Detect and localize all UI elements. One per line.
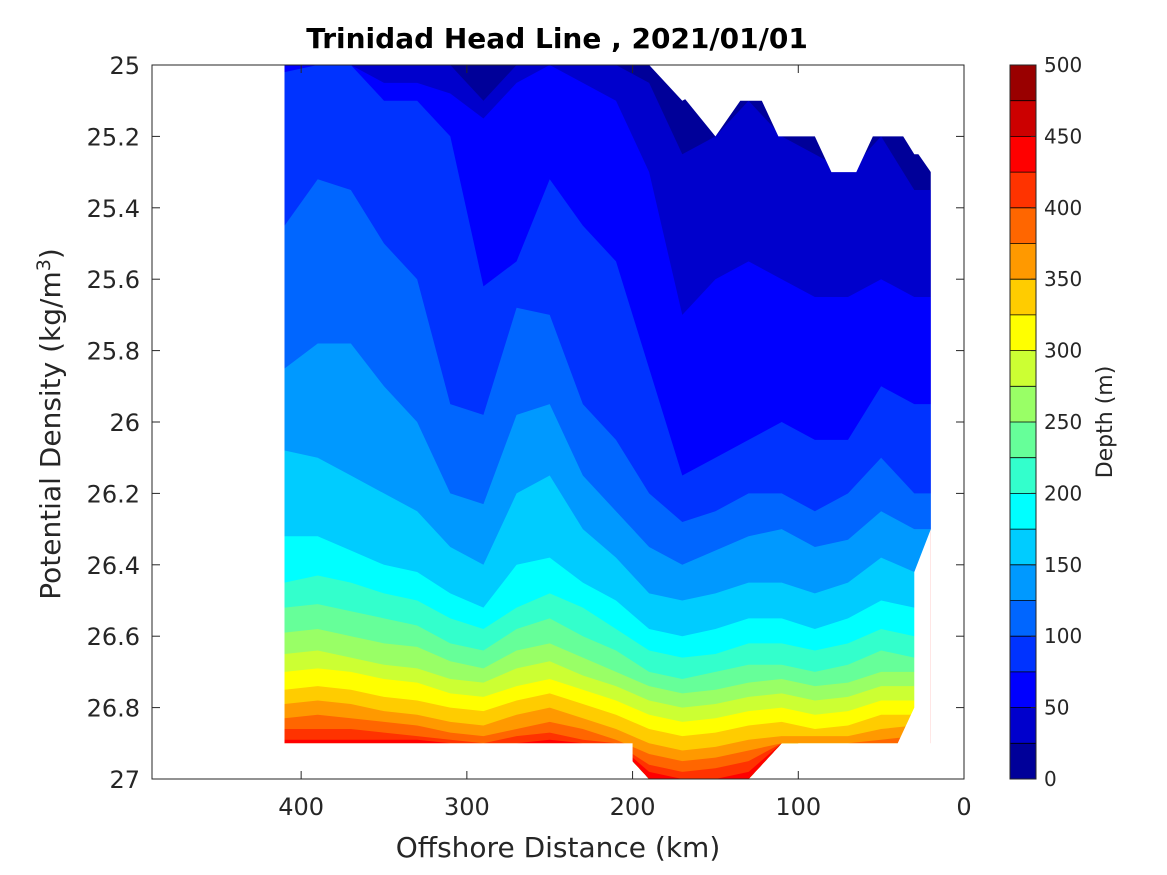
colorbar-swatch: [1010, 671, 1036, 708]
colorbar-tick-label: 0: [1044, 767, 1057, 791]
colorbar-swatch: [1010, 279, 1036, 315]
y-tick-label: 25.6: [87, 266, 140, 294]
colorbar-tick-label: 450: [1044, 124, 1082, 148]
y-tick-label: 26.6: [87, 623, 140, 651]
contour-band-13: [284, 529, 931, 779]
y-tick-label: 25.2: [87, 123, 140, 151]
y-tick-label: 25: [109, 52, 140, 80]
y-axis-label-superscript: 3: [33, 259, 55, 271]
colorbar-swatch: [1010, 386, 1036, 422]
contour-fill-layer: [284, 65, 964, 780]
x-axis: 400 300 200 100 0: [278, 65, 972, 821]
colorbar-tick-label: 350: [1044, 267, 1082, 291]
colorbar-tick-label: 300: [1044, 339, 1082, 363]
x-tick-label: 200: [610, 793, 656, 821]
y-tick-label: 25.8: [87, 338, 140, 366]
colorbar-swatch: [1010, 457, 1036, 494]
colorbar-swatch: [1010, 172, 1036, 208]
contour-band-14: [284, 529, 931, 779]
colorbar-tick-label: 150: [1044, 553, 1082, 577]
y-tick-label: 26.2: [87, 480, 140, 508]
colorbar-tick-label: 400: [1044, 196, 1082, 220]
y-tick-label: 26: [109, 409, 140, 437]
missing-data-region: [798, 743, 931, 779]
colorbar-swatch: [1010, 707, 1036, 744]
x-axis-label: Offshore Distance (km): [396, 831, 721, 864]
colorbar-swatch: [1010, 636, 1036, 672]
missing-data-region: [897, 529, 931, 779]
colorbar-swatch: [1010, 493, 1036, 530]
colorbar-tick-label: 250: [1044, 410, 1082, 434]
x-tick-label: 0: [956, 793, 971, 821]
x-tick-label: 400: [278, 793, 324, 821]
colorbar-swatch: [1010, 564, 1036, 601]
colorbar-swatch: [1010, 136, 1036, 173]
y-tick-label: 25.4: [87, 195, 140, 223]
chart-title: Trinidad Head Line , 2021/01/01: [306, 22, 808, 55]
missing-data-region: [657, 65, 964, 173]
plot-area: 400 300 200 100 0 25 25.2 25.4 25.6 25.8 26 26.2 26…: [87, 52, 972, 821]
colorbar-swatch: [1010, 350, 1036, 387]
colorbar-swatch: [1010, 743, 1036, 779]
colorbar-swatch: [1010, 207, 1036, 244]
colorbar-tick-label: 100: [1044, 624, 1082, 648]
y-axis-label: Potential Density (kg/m3): [33, 248, 67, 600]
y-tick-label: 26.4: [87, 552, 140, 580]
colorbar-swatch: [1010, 529, 1036, 565]
colorbar: 0 50 100 150 200 250 300 350 400 450 500: [1009, 53, 1082, 791]
colorbar-tick-label: 500: [1044, 53, 1082, 77]
colorbar-label: Depth (m): [1093, 366, 1118, 479]
y-axis: 25 25.2 25.4 25.6 25.8 26 26.2 26.4 26.6 26.8 27: [87, 52, 964, 794]
y-tick-label: 26.8: [87, 695, 140, 723]
missing-data-region: [616, 743, 636, 779]
colorbar-tick-label: 50: [1044, 696, 1069, 720]
colorbar-swatch: [1010, 314, 1036, 351]
colorbar-swatch: [1010, 100, 1036, 137]
y-axis-label-tail: ): [34, 248, 67, 259]
colorbar-swatch: [1010, 422, 1036, 458]
colorbar-swatch: [1010, 243, 1036, 280]
x-tick-label: 100: [775, 793, 821, 821]
y-axis-label-main: Potential Density (kg/m: [34, 271, 67, 600]
missing-data-region: [781, 743, 799, 779]
colorbar-swatch: [1010, 600, 1036, 637]
colorbar-tick-label: 200: [1044, 481, 1082, 505]
y-tick-label: 27: [109, 766, 140, 794]
missing-data-region: [284, 743, 633, 779]
x-tick-label: 300: [444, 793, 490, 821]
colorbar-swatch: [1010, 65, 1036, 101]
